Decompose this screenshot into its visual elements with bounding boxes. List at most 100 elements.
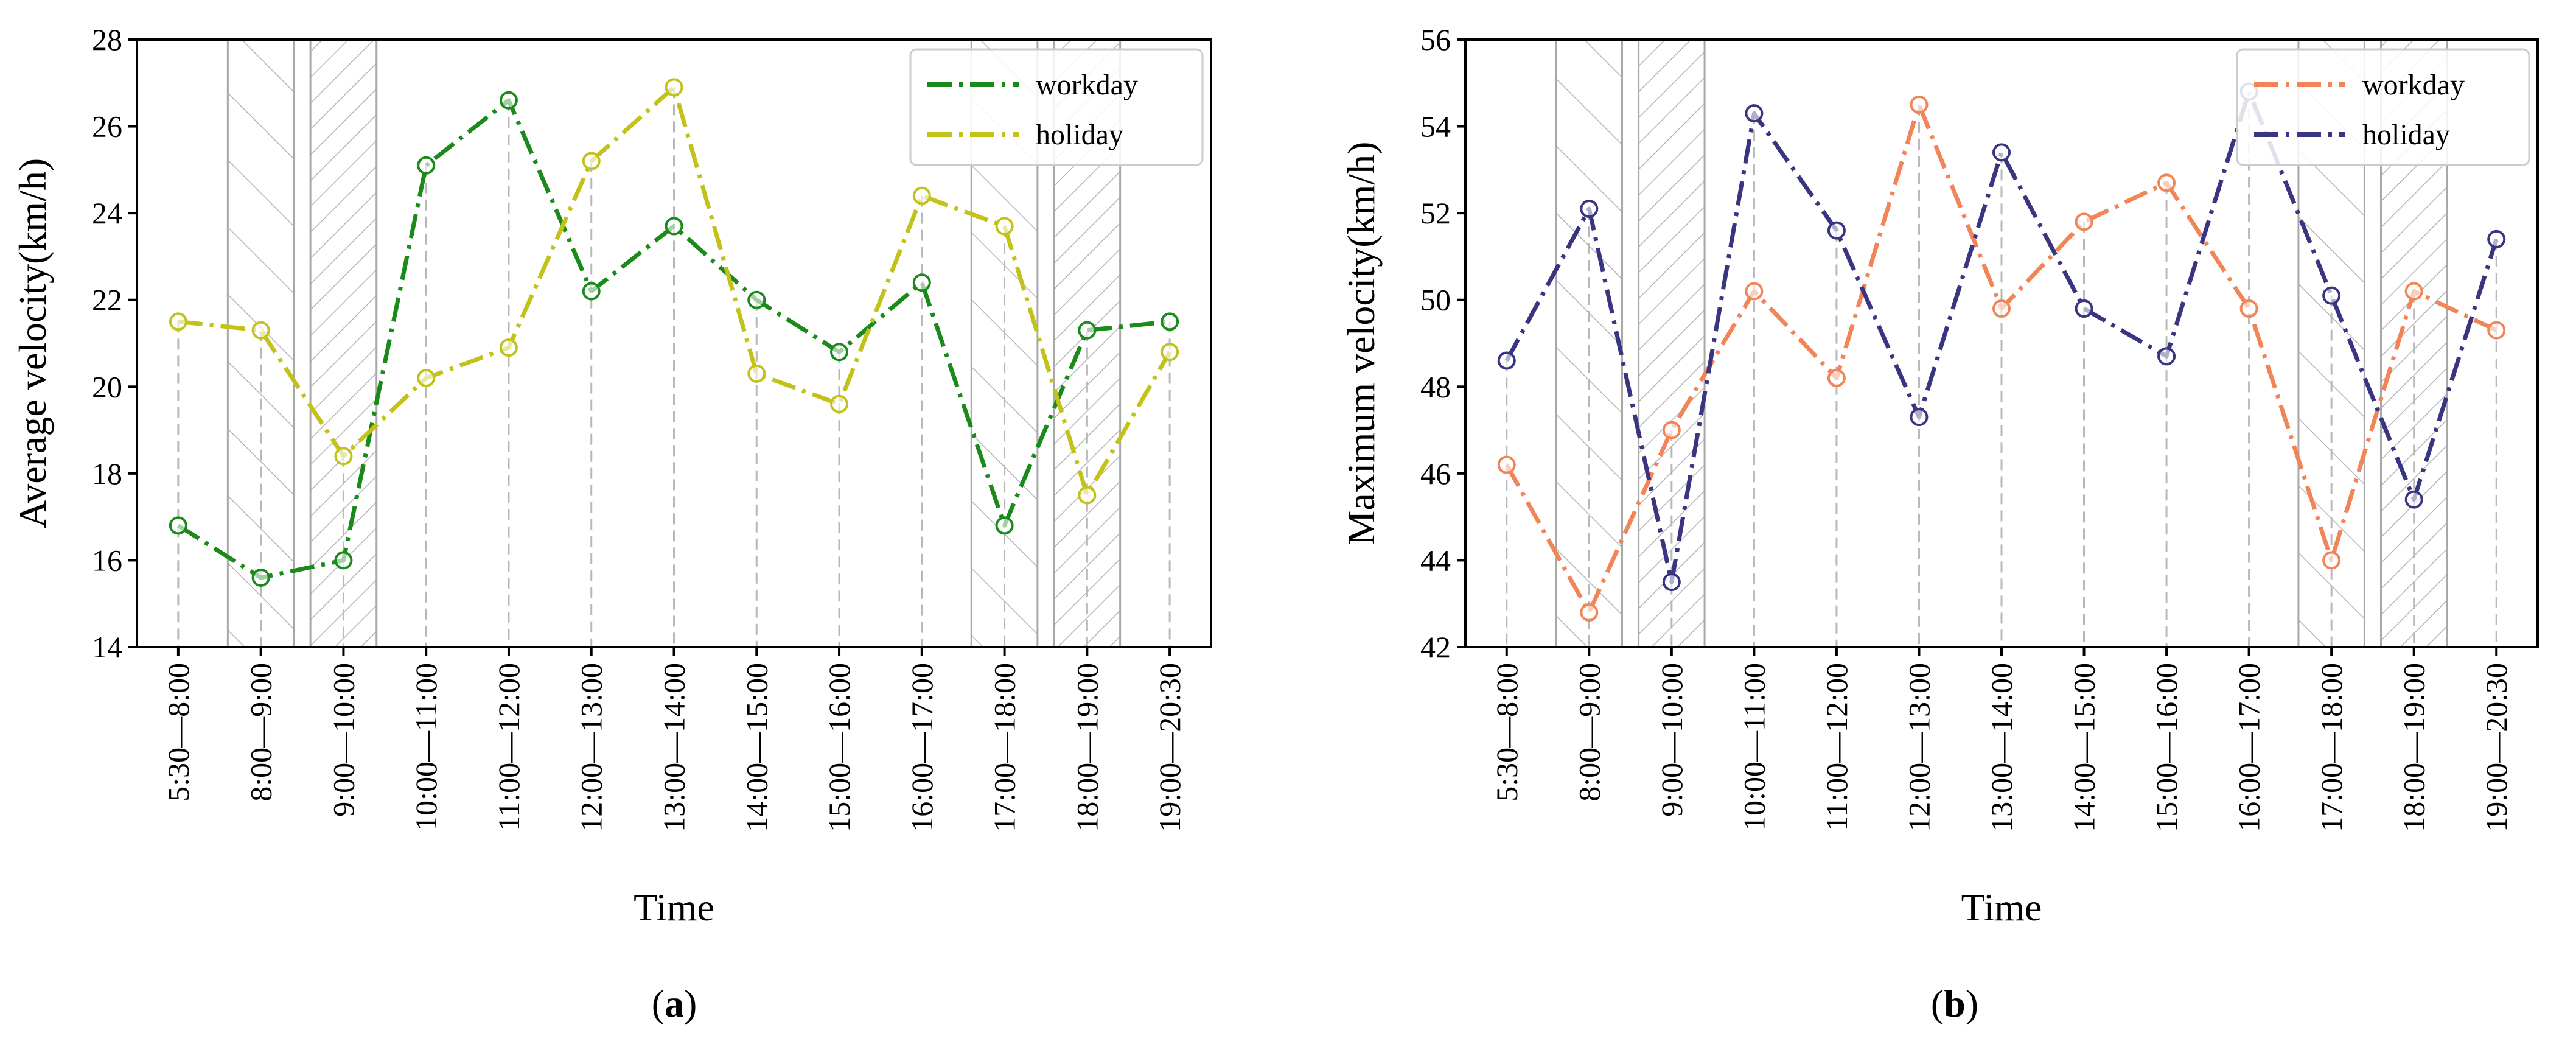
data-point: [747, 364, 766, 383]
chart-panel-a: 14 16 18 20 22 24 26 28 5:30—8:00 8:00—9:00 9:00—…: [11, 23, 1212, 1025]
series-layer: [169, 78, 1179, 587]
x-tick-label: 9:00—10:00: [326, 663, 360, 817]
data-point: [2157, 347, 2176, 366]
x-tick-label: 9:00—10:00: [1655, 663, 1689, 817]
y-tick-label: 14: [92, 630, 122, 664]
series-workday: [1497, 95, 2506, 622]
x-axis: 5:30—8:00 8:00—9:00 9:00—10:00 10:00—11:00 1…: [161, 647, 1187, 832]
data-point: [665, 78, 683, 97]
data-point: [417, 156, 436, 175]
legend-entry-holiday: holiday: [2254, 119, 2450, 151]
x-tick-label: 18:00—19:00: [2397, 663, 2431, 832]
x-tick-label: 16:00—17:00: [2232, 663, 2266, 832]
y-tick-label: 56: [1420, 23, 1451, 57]
y-tick-label: 24: [92, 196, 122, 230]
x-tick-label: 10:00—11:00: [409, 663, 443, 831]
y-axis-title: Maximum velocity(km/h): [1339, 142, 1383, 545]
data-point: [1078, 486, 1097, 505]
y-tick-label: 46: [1420, 457, 1451, 491]
data-point: [1497, 351, 1516, 370]
data-point: [169, 312, 187, 331]
chart-panel-b: 42 44 46 48 50 52 54 56 5:30—8:00 8:00—9:00 9:00—…: [1339, 23, 2539, 1025]
data-point: [1745, 104, 1764, 123]
y-tick-label: 54: [1420, 110, 1451, 144]
data-point: [1580, 603, 1599, 622]
y-axis: 42 44 46 48 50 52 54 56: [1420, 23, 1465, 664]
legend-entry-workday: workday: [927, 69, 1138, 101]
x-tick-label: 8:00—9:00: [244, 663, 278, 802]
x-tick-label: 13:00—14:00: [1984, 663, 2019, 832]
legend: workday holiday: [909, 48, 1204, 166]
data-point: [2322, 551, 2341, 570]
x-tick-label: 8:00—9:00: [1572, 663, 1606, 802]
data-point: [334, 551, 353, 570]
x-tick-label: 14:00—15:00: [2067, 663, 2101, 832]
data-point: [747, 290, 766, 309]
legend-label: workday: [2362, 69, 2465, 101]
data-point: [1497, 455, 1516, 474]
data-point: [2075, 299, 2093, 318]
series-holiday: [169, 78, 1179, 505]
x-tick-label: 5:30—8:00: [161, 663, 195, 802]
data-point: [1827, 369, 1846, 388]
data-point: [2487, 321, 2506, 340]
y-tick-label: 20: [92, 369, 122, 404]
data-point: [995, 516, 1014, 535]
data-point: [499, 91, 518, 110]
y-tick-label: 44: [1420, 543, 1451, 577]
data-point: [417, 369, 436, 388]
data-point: [499, 338, 518, 357]
x-tick-label: 13:00—14:00: [657, 663, 691, 832]
data-point: [665, 217, 683, 236]
data-point: [1078, 321, 1097, 340]
data-point: [912, 273, 931, 292]
y-axis-title: Average velocity(km/h): [11, 158, 54, 528]
y-tick-label: 52: [1420, 196, 1451, 230]
data-point: [582, 282, 601, 301]
legend-label: holiday: [2362, 119, 2450, 151]
x-tick-label: 17:00—18:00: [2314, 663, 2348, 832]
data-point: [1910, 408, 1929, 427]
data-point: [1992, 299, 2011, 318]
data-point: [1827, 221, 1846, 240]
x-tick-label: 15:00—16:00: [2149, 663, 2183, 832]
x-tick-label: 17:00—18:00: [988, 663, 1022, 832]
y-axis: 14 16 18 20 22 24 26 28: [92, 23, 137, 664]
data-point: [1662, 573, 1681, 592]
data-point: [582, 152, 601, 170]
vertical-guide-lines: [177, 87, 1171, 647]
x-tick-label: 16:00—17:00: [905, 663, 939, 832]
data-point: [2322, 286, 2341, 305]
x-tick-label: 5:30—8:00: [1490, 663, 1524, 802]
data-point: [912, 186, 931, 205]
data-point: [1910, 95, 1929, 114]
data-point: [1992, 143, 2011, 162]
y-tick-label: 18: [92, 457, 122, 491]
y-tick-label: 26: [92, 110, 122, 144]
data-point: [1580, 200, 1599, 219]
data-point: [1161, 312, 1179, 331]
peak-band: [226, 38, 295, 648]
legend-entry-holiday: holiday: [927, 119, 1123, 151]
data-point: [2239, 299, 2258, 318]
x-tick-label: 18:00—19:00: [1070, 663, 1104, 832]
data-point: [2075, 212, 2093, 231]
legend-label: holiday: [1036, 119, 1123, 151]
data-point: [2157, 173, 2176, 192]
x-tick-label: 19:00—20:30: [2479, 663, 2513, 832]
data-point: [830, 394, 849, 413]
data-point: [995, 217, 1014, 236]
data-point: [251, 568, 270, 587]
x-axis-title: Time: [634, 886, 714, 929]
data-point: [334, 447, 353, 466]
legend-entry-workday: workday: [2254, 69, 2465, 101]
y-tick-label: 42: [1420, 630, 1451, 664]
data-point: [1662, 421, 1681, 439]
data-point: [2404, 282, 2423, 301]
data-point: [251, 321, 270, 340]
y-tick-label: 50: [1420, 283, 1451, 317]
y-tick-label: 22: [92, 283, 122, 317]
legend-label: workday: [1036, 69, 1138, 101]
data-point: [1745, 282, 1764, 301]
series-workday: [169, 91, 1179, 587]
